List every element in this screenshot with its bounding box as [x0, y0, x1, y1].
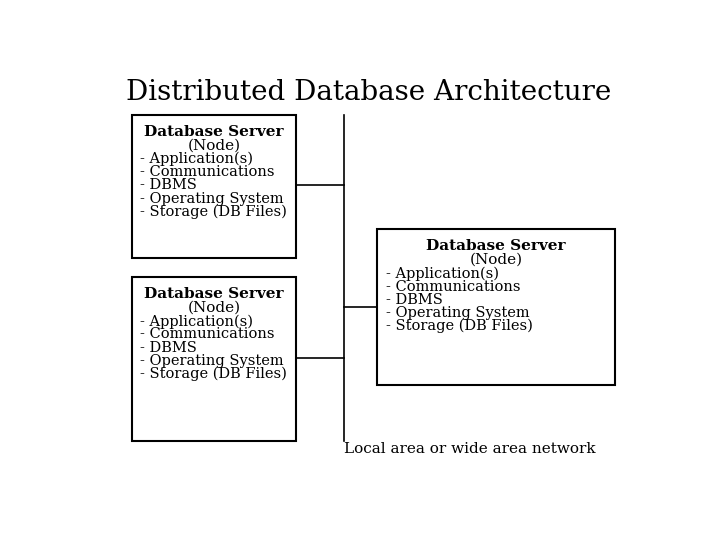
Text: - Storage (DB Files): - Storage (DB Files): [140, 367, 287, 381]
Text: - Communications: - Communications: [140, 327, 275, 341]
Text: Local area or wide area network: Local area or wide area network: [344, 442, 595, 456]
Text: - Operating System: - Operating System: [140, 192, 284, 206]
Text: - Operating System: - Operating System: [386, 306, 529, 320]
Text: - DBMS: - DBMS: [386, 293, 443, 307]
Text: - Application(s): - Application(s): [386, 266, 499, 281]
Text: (Node): (Node): [188, 138, 240, 152]
Text: - Communications: - Communications: [386, 280, 521, 294]
Text: Database Server: Database Server: [145, 125, 284, 139]
Text: Distributed Database Architecture: Distributed Database Architecture: [127, 79, 611, 106]
Text: - DBMS: - DBMS: [140, 341, 197, 355]
Text: (Node): (Node): [469, 253, 523, 267]
Text: - Communications: - Communications: [140, 165, 275, 179]
Text: (Node): (Node): [188, 300, 240, 314]
Text: - Application(s): - Application(s): [140, 152, 253, 166]
Text: - Storage (DB Files): - Storage (DB Files): [386, 319, 533, 333]
Text: - Operating System: - Operating System: [140, 354, 284, 368]
Text: - Storage (DB Files): - Storage (DB Files): [140, 205, 287, 219]
Text: - Application(s): - Application(s): [140, 314, 253, 328]
Text: Database Server: Database Server: [145, 287, 284, 301]
FancyBboxPatch shape: [132, 114, 297, 258]
FancyBboxPatch shape: [132, 277, 297, 441]
FancyBboxPatch shape: [377, 229, 615, 385]
Text: - DBMS: - DBMS: [140, 178, 197, 192]
Text: Database Server: Database Server: [426, 239, 566, 253]
